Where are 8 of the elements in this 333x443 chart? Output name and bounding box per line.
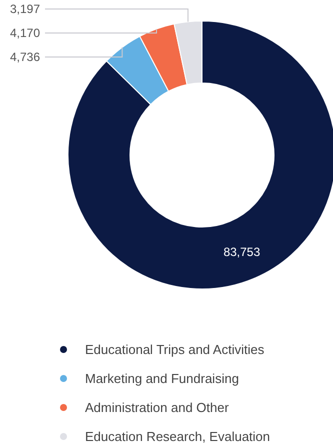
legend-label: Marketing and Fundraising	[85, 371, 239, 386]
legend-label: Education Research, Evaluation	[85, 429, 270, 443]
legend-label: Administration and Other	[85, 400, 229, 415]
legend-label: Educational Trips and Activities	[85, 342, 264, 357]
data-label: 3,197	[10, 2, 40, 16]
data-label: 83,753	[223, 245, 260, 260]
data-label: 4,170	[10, 26, 40, 40]
data-label: 4,736	[10, 50, 40, 64]
